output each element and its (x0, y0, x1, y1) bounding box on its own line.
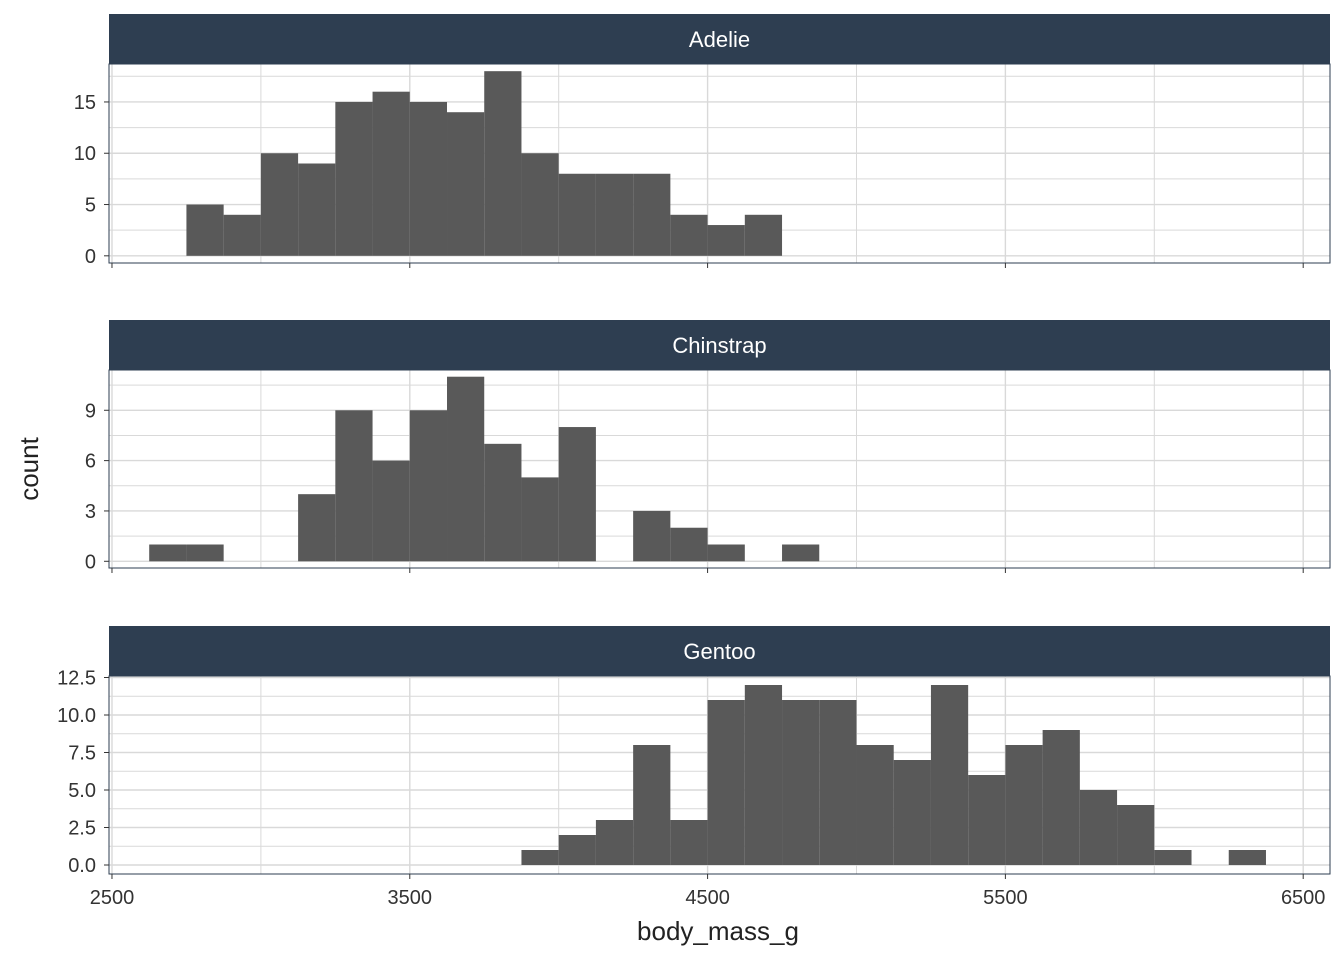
x-tick-label: 2500 (90, 887, 135, 909)
histogram-bar (521, 477, 559, 562)
y-tick-label: 0.0 (68, 855, 96, 877)
histogram-bar (707, 700, 745, 865)
histogram-bar (521, 850, 559, 865)
histogram-bar (595, 820, 634, 865)
facet-panel-gentoo: Gentoo 0.0 2.5 5.0 7.5 10.0 12.5 (57, 626, 1331, 879)
y-tick-label: 12.5 (57, 668, 96, 690)
histogram-bar (670, 527, 708, 562)
facet-panel-adelie: Adelie 0 5 10 15 (74, 14, 1331, 268)
x-tick-label: 3500 (388, 887, 433, 909)
histogram-bar (856, 745, 894, 865)
histogram-bar (260, 153, 299, 256)
x-axis-title: body_mass_g (637, 916, 799, 946)
histogram-bar (1042, 730, 1080, 865)
histogram-bar (149, 544, 187, 562)
histogram-bar (782, 700, 820, 865)
histogram-bar (409, 101, 448, 256)
histogram-bar (670, 214, 708, 256)
x-tick-label: 5500 (983, 887, 1028, 909)
histogram-bar (1228, 850, 1266, 865)
histogram-bar (633, 173, 671, 256)
facet-strip (109, 14, 1330, 64)
histogram-bar (223, 214, 261, 256)
y-tick-label: 0 (85, 551, 96, 573)
y-tick-label: 2.5 (68, 818, 96, 840)
histogram-bar (186, 204, 224, 256)
histogram-bar (707, 544, 745, 562)
y-tick-label: 5 (85, 195, 96, 217)
histogram-bar (1154, 850, 1192, 865)
facet-strip-label: Chinstrap (672, 333, 766, 358)
y-tick-label: 3 (85, 501, 96, 523)
histogram-bar (409, 410, 448, 562)
facet-strip-label: Adelie (689, 27, 750, 52)
facet-strip (109, 626, 1330, 676)
histogram-bar (819, 700, 857, 865)
histogram-bar (372, 91, 410, 256)
y-tick-label: 10 (74, 143, 96, 165)
histogram-bar (1079, 790, 1118, 865)
histogram-bar (484, 443, 522, 562)
histogram-bar (1005, 745, 1043, 865)
histogram-bar (298, 163, 336, 256)
y-tick-label: 9 (85, 400, 96, 422)
facet-strip-label: Gentoo (683, 639, 755, 664)
y-axis-title: count (14, 436, 44, 500)
histogram-bar (744, 214, 783, 256)
y-tick-label: 0 (85, 246, 96, 268)
y-tick-label: 15 (74, 92, 96, 114)
histogram-bar (893, 760, 931, 865)
histogram-bar (782, 544, 820, 562)
panel-background (109, 370, 1330, 568)
histogram-bar (744, 685, 783, 865)
facet-strip (109, 320, 1330, 370)
y-tick-label: 5.0 (68, 780, 96, 802)
x-tick-label: 6500 (1281, 887, 1326, 909)
histogram-bar (558, 173, 596, 256)
histogram-bar (335, 101, 373, 256)
histogram-bar (558, 427, 596, 562)
histogram-bar (298, 494, 336, 562)
histogram-bar (447, 112, 485, 256)
histogram-bar (521, 153, 559, 256)
histogram-bar (1117, 805, 1155, 865)
histogram-bar (186, 544, 224, 562)
histogram-bar (484, 71, 522, 256)
histogram-bar (595, 173, 634, 256)
y-tick-label: 10.0 (57, 705, 96, 727)
facet-panel-chinstrap: Chinstrap 0 3 6 9 (85, 320, 1331, 573)
y-tick-label: 7.5 (68, 743, 96, 765)
histogram-bar (335, 410, 373, 562)
histogram-bar (558, 835, 596, 865)
x-tick-label: 4500 (685, 887, 730, 909)
histogram-bar (930, 685, 969, 865)
histogram-bar (633, 510, 671, 562)
histogram-bar (670, 820, 708, 865)
histogram-bar (372, 460, 410, 562)
y-tick-label: 6 (85, 451, 96, 473)
histogram-bar (447, 376, 485, 562)
histogram-bar (968, 775, 1006, 865)
histogram-bar (633, 745, 671, 865)
histogram-bar (707, 225, 745, 256)
